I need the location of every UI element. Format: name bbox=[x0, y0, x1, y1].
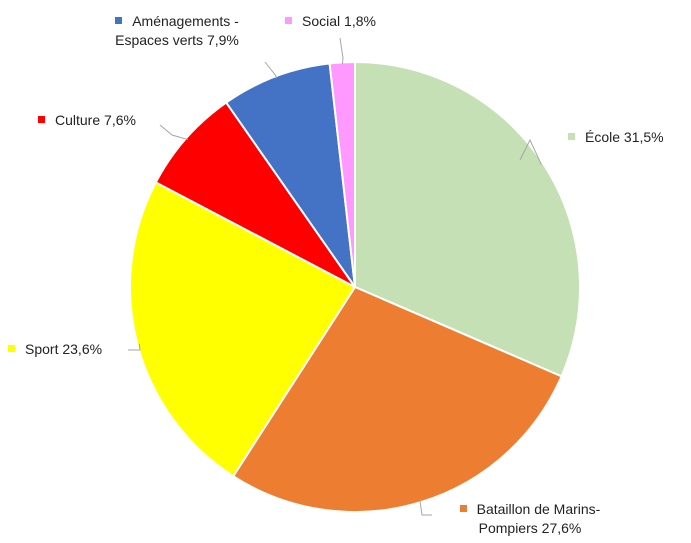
legend-marker bbox=[459, 505, 467, 512]
legend-marker bbox=[115, 17, 123, 24]
value-label: 7,9% bbox=[206, 32, 239, 48]
category-label: Bataillon de Marins-Pompiers bbox=[476, 501, 601, 536]
legend-marker bbox=[38, 116, 45, 123]
leader-line bbox=[159, 124, 188, 141]
slice-label: Culture 7,6% bbox=[38, 111, 136, 130]
legend-marker bbox=[285, 17, 292, 24]
pie-slice bbox=[224, 62, 356, 288]
leader-line bbox=[264, 61, 277, 79]
slice-label: Social 1,8% bbox=[285, 12, 376, 31]
value-label: 27,6% bbox=[541, 520, 582, 536]
pie-slice bbox=[154, 101, 356, 288]
slice-label: École 31,5% bbox=[568, 128, 664, 147]
pie-slice bbox=[354, 60, 581, 378]
slice-label: Aménagements - Espaces verts 7,9% bbox=[88, 12, 266, 50]
leader-line bbox=[419, 500, 432, 516]
leader-line bbox=[339, 37, 344, 65]
category-label: Culture bbox=[55, 112, 101, 128]
legend-marker bbox=[568, 133, 575, 140]
leader-line bbox=[519, 138, 542, 165]
category-label: École bbox=[585, 129, 621, 145]
pie-slice bbox=[129, 180, 357, 478]
category-label: Sport bbox=[25, 341, 59, 357]
category-label: Aménagements - Espaces verts bbox=[115, 13, 239, 48]
category-label: Social bbox=[302, 13, 341, 29]
legend-marker bbox=[8, 345, 15, 352]
slice-label: Bataillon de Marins-Pompiers 27,6% bbox=[440, 500, 620, 538]
value-label: 31,5% bbox=[623, 129, 664, 145]
slice-label: Sport 23,6% bbox=[8, 340, 102, 359]
value-label: 1,8% bbox=[344, 13, 376, 29]
value-label: 7,6% bbox=[104, 112, 136, 128]
leader-line bbox=[128, 343, 141, 351]
value-label: 23,6% bbox=[62, 341, 103, 357]
